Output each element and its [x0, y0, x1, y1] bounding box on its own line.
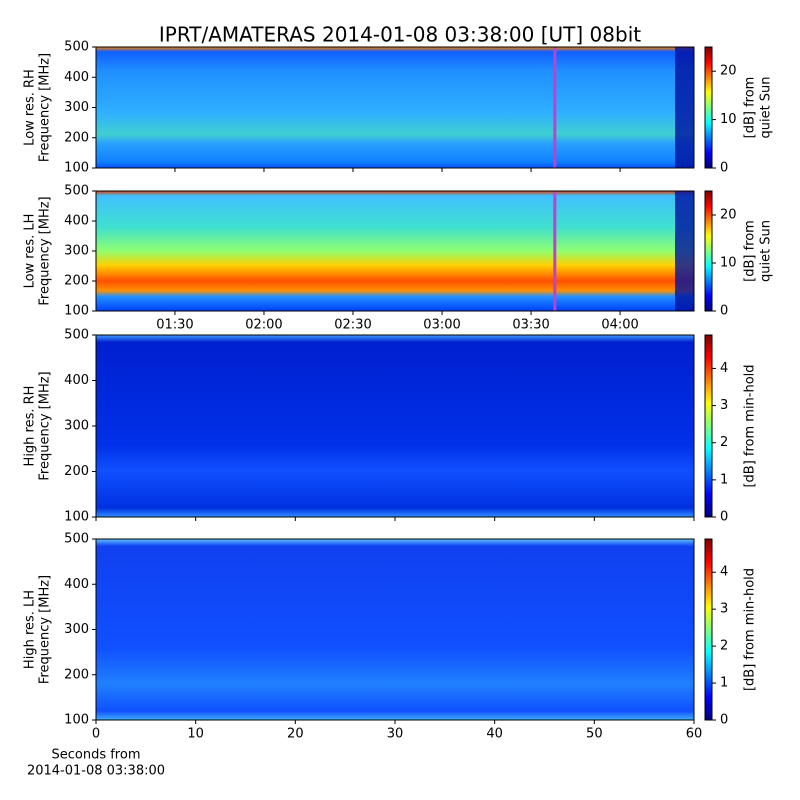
colorbar: [704, 190, 713, 312]
spectrogram-image: [96, 539, 694, 720]
spectrogram-image: [96, 335, 694, 517]
no-data-strip: [675, 191, 694, 311]
colorbar-tick-label: 0: [720, 510, 728, 525]
y-tick-label: 200: [64, 130, 89, 145]
colorbar: [704, 538, 713, 721]
y-tick-label: 300: [64, 622, 89, 637]
y-axis-label: Frequency [MHz]: [38, 575, 53, 684]
y-tick-label: 100: [64, 510, 89, 525]
x-tick-label: 10: [187, 727, 204, 742]
x-tick-label: 02:30: [334, 318, 371, 333]
y-tick-label: 500: [64, 532, 89, 547]
colorbar-tick-label: 0: [720, 713, 728, 728]
x-tick-label: 03:00: [423, 318, 460, 333]
colorbar-tick-label: 10: [720, 112, 737, 127]
colorbar-tick-label: 3: [720, 398, 728, 413]
x-tick-label: 04:00: [601, 318, 638, 333]
colorbar-label: [dB] from: [743, 220, 758, 282]
y-axis-label: Frequency [MHz]: [38, 196, 53, 305]
x-tick-label: 03:30: [512, 318, 549, 333]
colorbar-tick-label: 0: [720, 304, 728, 319]
colorbar-tick-label: 20: [720, 208, 737, 223]
colorbar-label: quiet Sun: [759, 76, 774, 138]
y-axis-label: High res. LH: [23, 590, 38, 669]
y-tick-label: 500: [64, 184, 89, 199]
y-tick-label: 200: [64, 667, 89, 682]
y-tick-label: 100: [64, 304, 89, 319]
colorbar-tick-label: 2: [720, 435, 728, 450]
x-tick-label: 30: [387, 727, 404, 742]
colorbar-tick-label: 1: [720, 676, 728, 691]
colorbar: [704, 334, 713, 518]
chart-title: IPRT/AMATERAS 2014-01-08 03:38:00 [UT] 0…: [159, 23, 641, 47]
colorbar-tick-label: 3: [720, 602, 728, 617]
y-tick-label: 300: [64, 244, 89, 259]
y-tick-label: 400: [64, 373, 89, 388]
colorbar-tick-label: 0: [720, 161, 728, 176]
y-axis-label: Frequency [MHz]: [38, 371, 53, 480]
y-tick-label: 400: [64, 577, 89, 592]
y-tick-label: 500: [64, 328, 89, 343]
x-tick-label: 01:30: [156, 318, 193, 333]
colorbar-tick-label: 4: [720, 361, 728, 376]
y-tick-label: 400: [64, 214, 89, 229]
x-tick-label: 50: [586, 727, 603, 742]
y-tick-label: 300: [64, 100, 89, 115]
colorbar-tick-label: 10: [720, 256, 737, 271]
y-axis-label: Low res. RH: [23, 69, 38, 146]
colorbar-tick-label: 20: [720, 64, 737, 79]
y-tick-label: 200: [64, 464, 89, 479]
x-tick-label: 20: [287, 727, 304, 742]
y-axis-label: Low res. LH: [23, 214, 38, 289]
x-axis-label: 2014-01-08 03:38:00: [27, 764, 165, 779]
colorbar-tick-label: 1: [720, 472, 728, 487]
y-tick-label: 200: [64, 274, 89, 289]
colorbar-tick-label: 2: [720, 639, 728, 654]
colorbar-label: quiet Sun: [759, 220, 774, 282]
x-tick-label: 02:00: [245, 318, 282, 333]
x-tick-label: 60: [686, 727, 703, 742]
y-tick-label: 300: [64, 419, 89, 434]
x-tick-label: 40: [486, 727, 503, 742]
colorbar-label: [dB] from min-hold: [743, 568, 758, 691]
no-data-strip: [675, 47, 694, 168]
y-axis-label: High res. RH: [23, 386, 38, 467]
y-tick-label: 100: [64, 713, 89, 728]
colorbar: [704, 46, 713, 169]
spectrogram-image: [96, 47, 694, 168]
colorbar-tick-label: 4: [720, 565, 728, 580]
spectrogram-image: [96, 191, 694, 311]
colorbar-label: [dB] from: [743, 77, 758, 139]
y-tick-label: 500: [64, 40, 89, 55]
y-axis-label: Frequency [MHz]: [38, 53, 53, 162]
y-tick-label: 400: [64, 70, 89, 85]
colorbar-label: [dB] from min-hold: [743, 364, 758, 487]
y-tick-label: 100: [64, 161, 89, 176]
x-axis-label: Seconds from: [51, 748, 140, 763]
x-tick-label: 0: [92, 727, 100, 742]
